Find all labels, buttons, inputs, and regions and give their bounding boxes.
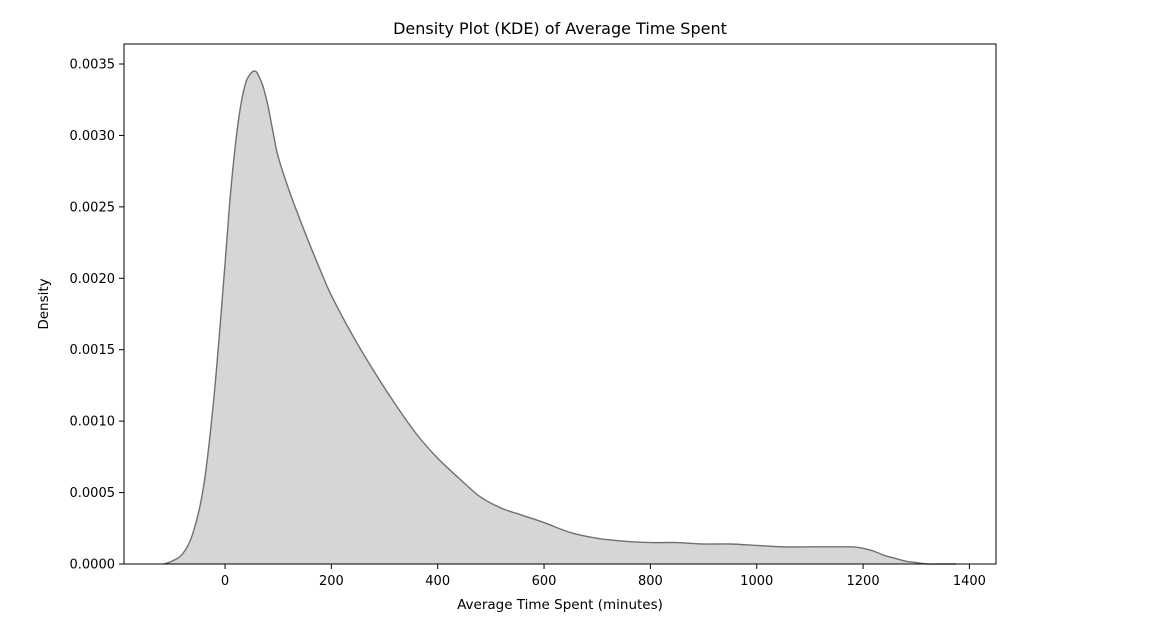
x-tick-label: 600 [532, 574, 557, 589]
x-tick-label: 800 [638, 574, 663, 589]
plot-frame [123, 43, 997, 565]
y-tick-label: 0.0030 [70, 129, 116, 144]
y-tick-label: 0.0010 [70, 415, 116, 430]
x-tick-label: 0 [221, 574, 229, 589]
density-line [163, 70, 957, 565]
y-tick-label: 0.0025 [70, 200, 116, 215]
y-tick-label: 0.0005 [70, 486, 116, 501]
x-axis-label: Average Time Spent (minutes) [457, 597, 663, 613]
density-fill [163, 71, 957, 565]
x-tick-label: 200 [319, 574, 344, 589]
x-tick-label: 400 [425, 574, 450, 589]
y-tick-label: 0.0020 [70, 272, 116, 287]
y-tick-label: 0.0035 [70, 58, 116, 73]
plot-area [163, 70, 957, 565]
y-axis-label: Density [36, 278, 52, 329]
x-axis: 0 200 400 600 800 1000 1200 1400 [221, 564, 986, 589]
chart-title: Density Plot (KDE) of Average Time Spent [393, 19, 727, 38]
x-tick-label: 1200 [847, 574, 880, 589]
y-tick-label: 0.0000 [70, 558, 116, 573]
y-axis: 0.0000 0.0005 0.0010 0.0015 0.0020 0.0025 0.00… [70, 58, 124, 573]
x-tick-label: 1400 [953, 574, 986, 589]
x-tick-label: 1000 [740, 574, 773, 589]
y-tick-label: 0.0015 [70, 343, 116, 358]
